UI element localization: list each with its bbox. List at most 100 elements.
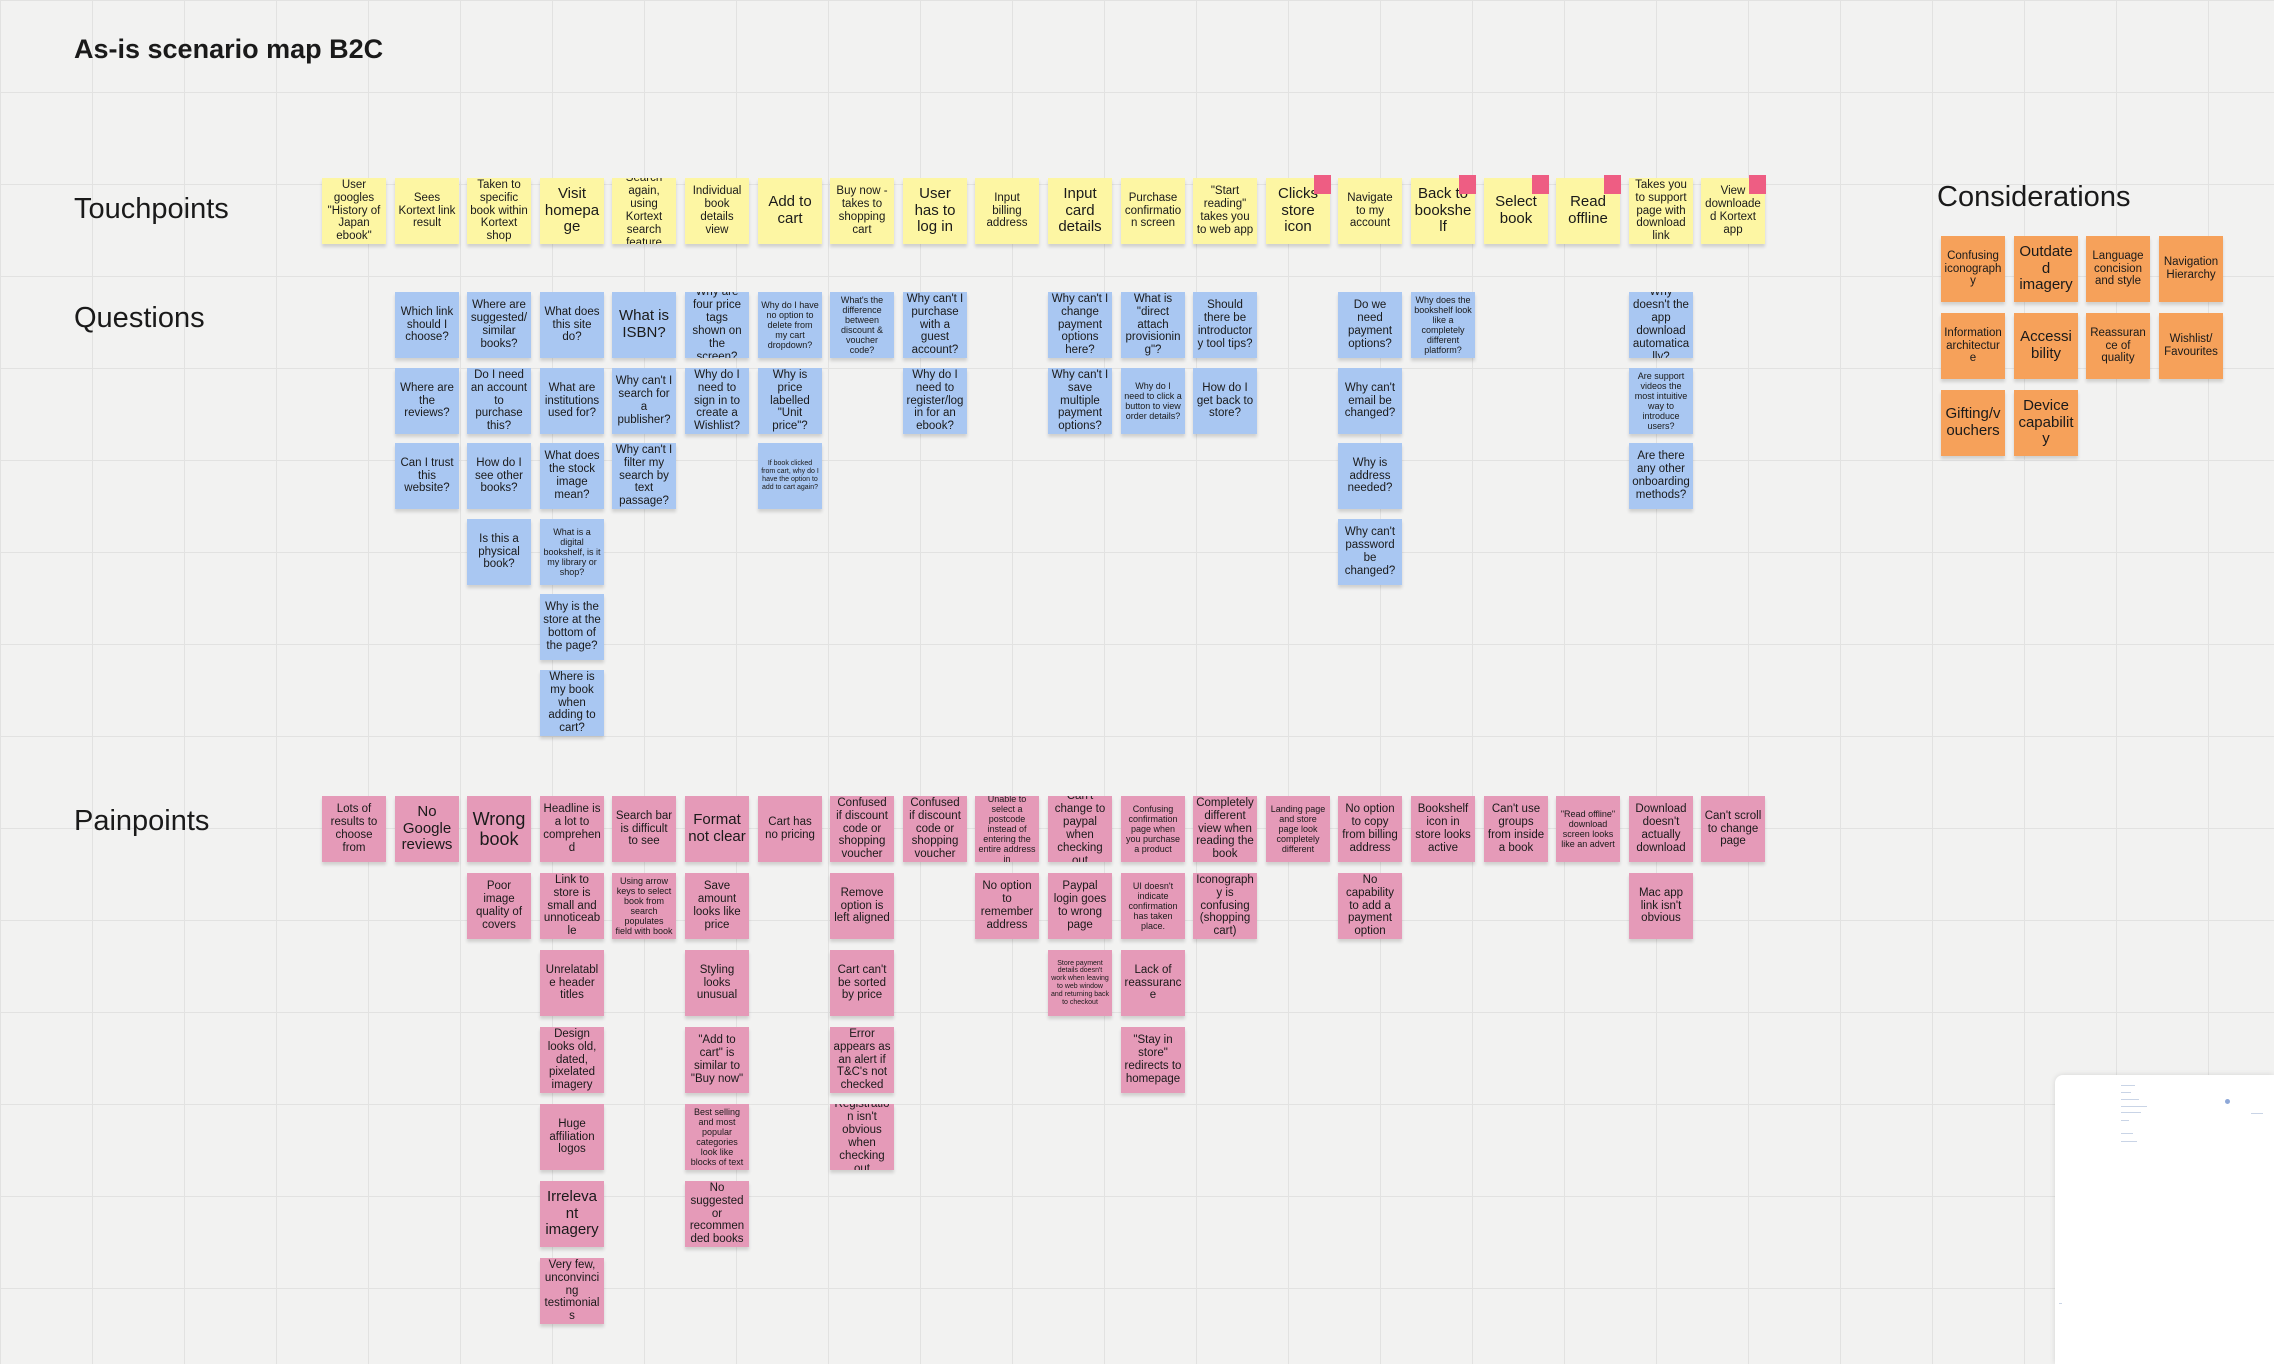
painpoint-sticky[interactable]: Remove option is left aligned [830, 873, 894, 939]
painpoint-sticky[interactable]: "Read offline" download screen looks lik… [1556, 796, 1620, 862]
painpoint-sticky[interactable]: Mac app link isn't obvious [1629, 873, 1693, 939]
painpoint-sticky[interactable]: Confused if discount code or shopping vo… [903, 796, 967, 862]
question-sticky[interactable]: Why can't I change payment options here? [1048, 292, 1112, 358]
question-sticky[interactable]: Why do I need to sign in to create a Wis… [685, 368, 749, 434]
question-sticky[interactable]: What is ISBN? [612, 292, 676, 358]
question-sticky[interactable]: Which link should I choose? [395, 292, 459, 358]
painpoint-sticky[interactable]: Can't use groups from inside a book [1484, 796, 1548, 862]
question-sticky[interactable]: What are institutions used for? [540, 368, 604, 434]
touchpoint-sticky[interactable]: Buy now - takes to shopping cart [830, 178, 894, 244]
priority-tag[interactable] [1459, 175, 1476, 194]
question-sticky[interactable]: Why are four price tags shown on the scr… [685, 292, 749, 358]
question-sticky[interactable]: What does this site do? [540, 292, 604, 358]
painpoint-sticky[interactable]: Completely different view when reading t… [1193, 796, 1257, 862]
touchpoint-sticky[interactable]: Taken to specific book within Kortext sh… [467, 178, 531, 244]
question-sticky[interactable]: Where are the reviews? [395, 368, 459, 434]
question-sticky[interactable]: Can I trust this website? [395, 443, 459, 509]
consideration-sticky[interactable]: Reassurance of quality [2086, 313, 2150, 379]
painpoint-sticky[interactable]: No option to remember address [975, 873, 1039, 939]
priority-tag[interactable] [1604, 175, 1621, 194]
priority-tag[interactable] [1314, 175, 1331, 194]
painpoint-sticky[interactable]: Best selling and most popular categories… [685, 1104, 749, 1170]
consideration-sticky[interactable]: Accessibility [2014, 313, 2078, 379]
question-sticky[interactable]: Are support videos the most intuitive wa… [1629, 368, 1693, 434]
painpoint-sticky[interactable]: Design looks old, dated, pixelated image… [540, 1027, 604, 1093]
touchpoint-sticky[interactable]: User googles "History of Japan ebook" [322, 178, 386, 244]
painpoint-sticky[interactable]: Using arrow keys to select book from sea… [612, 873, 676, 939]
touchpoint-sticky[interactable]: Input card details [1048, 178, 1112, 244]
painpoint-sticky[interactable]: No Google reviews [395, 796, 459, 862]
question-sticky[interactable]: Why do I have no option to delete from m… [758, 292, 822, 358]
consideration-sticky[interactable]: Gifting/vouchers [1941, 390, 2005, 456]
painpoint-sticky[interactable]: Cart has no pricing [758, 796, 822, 862]
question-sticky[interactable]: Why can't I filter my search by text pas… [612, 443, 676, 509]
question-sticky[interactable]: Why do I need to register/login for an e… [903, 368, 967, 434]
painpoint-sticky[interactable]: No capability to add a payment option [1338, 873, 1402, 939]
painpoint-sticky[interactable]: Confusing confirmation page when you pur… [1121, 796, 1185, 862]
question-sticky[interactable]: Do I need an account to purchase this? [467, 368, 531, 434]
question-sticky[interactable]: How do I see other books? [467, 443, 531, 509]
painpoint-sticky[interactable]: Error appears as an alert if T&C's not c… [830, 1027, 894, 1093]
question-sticky[interactable]: Why doesn't the app download automatical… [1629, 292, 1693, 358]
painpoint-sticky[interactable]: "Add to cart" is similar to "Buy now" [685, 1027, 749, 1093]
touchpoint-sticky[interactable]: Read offline [1556, 178, 1620, 244]
consideration-sticky[interactable]: Wishlist/ Favourites [2159, 313, 2223, 379]
painpoint-sticky[interactable]: Poor image quality of covers [467, 873, 531, 939]
question-sticky[interactable]: Why can't I purchase with a guest accoun… [903, 292, 967, 358]
touchpoint-sticky[interactable]: Takes you to support page with download … [1629, 178, 1693, 244]
touchpoint-sticky[interactable]: Individual book details view [685, 178, 749, 244]
question-sticky[interactable]: Why is address needed? [1338, 443, 1402, 509]
painpoint-sticky[interactable]: Lack of reassurance [1121, 950, 1185, 1016]
question-sticky[interactable]: Do we need payment options? [1338, 292, 1402, 358]
touchpoint-sticky[interactable]: Input billing address [975, 178, 1039, 244]
painpoint-sticky[interactable]: Format not clear [685, 796, 749, 862]
painpoint-sticky[interactable]: No option to copy from billing address [1338, 796, 1402, 862]
painpoint-sticky[interactable]: Unable to select a postcode instead of e… [975, 796, 1039, 862]
question-sticky[interactable]: Where are suggested/ similar books? [467, 292, 531, 358]
question-sticky[interactable]: Why can't I search for a publisher? [612, 368, 676, 434]
priority-tag[interactable] [1532, 175, 1549, 194]
question-sticky[interactable]: Should there be introductory tool tips? [1193, 292, 1257, 358]
painpoint-sticky[interactable]: Registration isn't obvious when checking… [830, 1104, 894, 1170]
painpoint-sticky[interactable]: Can't scroll to change page [1701, 796, 1765, 862]
consideration-sticky[interactable]: Navigation Hierarchy [2159, 236, 2223, 302]
touchpoint-sticky[interactable]: Sees Kortext link result [395, 178, 459, 244]
painpoint-sticky[interactable]: Can't change to paypal when checking out [1048, 796, 1112, 862]
painpoint-sticky[interactable]: Store payment details doesn't work when … [1048, 950, 1112, 1016]
consideration-sticky[interactable]: Device capability [2014, 390, 2078, 456]
painpoint-sticky[interactable]: Huge affiliation logos [540, 1104, 604, 1170]
question-sticky[interactable]: Where is my book when adding to cart? [540, 670, 604, 736]
painpoint-sticky[interactable]: Download doesn't actually download [1629, 796, 1693, 862]
painpoint-sticky[interactable]: Confused if discount code or shopping vo… [830, 796, 894, 862]
painpoint-sticky[interactable]: Irrelevant imagery [540, 1181, 604, 1247]
painpoint-sticky[interactable]: Link to store is small and unnoticeable [540, 873, 604, 939]
touchpoint-sticky[interactable]: Navigate to my account [1338, 178, 1402, 244]
painpoint-sticky[interactable]: Headline is a lot to comprehend [540, 796, 604, 862]
question-sticky[interactable]: Are there any other onboarding methods? [1629, 443, 1693, 509]
painpoint-sticky[interactable]: Search bar is difficult to see [612, 796, 676, 862]
consideration-sticky[interactable]: Language concision and style [2086, 236, 2150, 302]
painpoint-sticky[interactable]: "Stay in store" redirects to homepage [1121, 1027, 1185, 1093]
painpoint-sticky[interactable]: Landing page and store page look complet… [1266, 796, 1330, 862]
touchpoint-sticky[interactable]: Search again, using Kortext search featu… [612, 178, 676, 244]
painpoint-sticky[interactable]: Bookshelf icon in store looks active [1411, 796, 1475, 862]
consideration-sticky[interactable]: Confusing iconography [1941, 236, 2005, 302]
minimap-panel[interactable] [2055, 1075, 2274, 1364]
painpoint-sticky[interactable]: Styling looks unusual [685, 950, 749, 1016]
priority-tag[interactable] [1749, 175, 1766, 194]
painpoint-sticky[interactable]: UI doesn't indicate confirmation has tak… [1121, 873, 1185, 939]
painpoint-sticky[interactable]: Very few, unconvincing testimonials [540, 1258, 604, 1324]
painpoint-sticky[interactable]: Unrelatable header titles [540, 950, 604, 1016]
question-sticky[interactable]: Why do I need to click a button to view … [1121, 368, 1185, 434]
touchpoint-sticky[interactable]: Add to cart [758, 178, 822, 244]
question-sticky[interactable]: Why can't I save multiple payment option… [1048, 368, 1112, 434]
question-sticky[interactable]: Why is price labelled "Unit price"? [758, 368, 822, 434]
touchpoint-sticky[interactable]: User has to log in [903, 178, 967, 244]
consideration-sticky[interactable]: Outdated imagery [2014, 236, 2078, 302]
painpoint-sticky[interactable]: Cart can't be sorted by price [830, 950, 894, 1016]
painpoint-sticky[interactable]: Iconography is confusing (shopping cart) [1193, 873, 1257, 939]
painpoint-sticky[interactable]: Save amount looks like price [685, 873, 749, 939]
question-sticky[interactable]: How do I get back to store? [1193, 368, 1257, 434]
touchpoint-sticky[interactable]: Visit homepage [540, 178, 604, 244]
touchpoint-sticky[interactable]: Purchase confirmation screen [1121, 178, 1185, 244]
